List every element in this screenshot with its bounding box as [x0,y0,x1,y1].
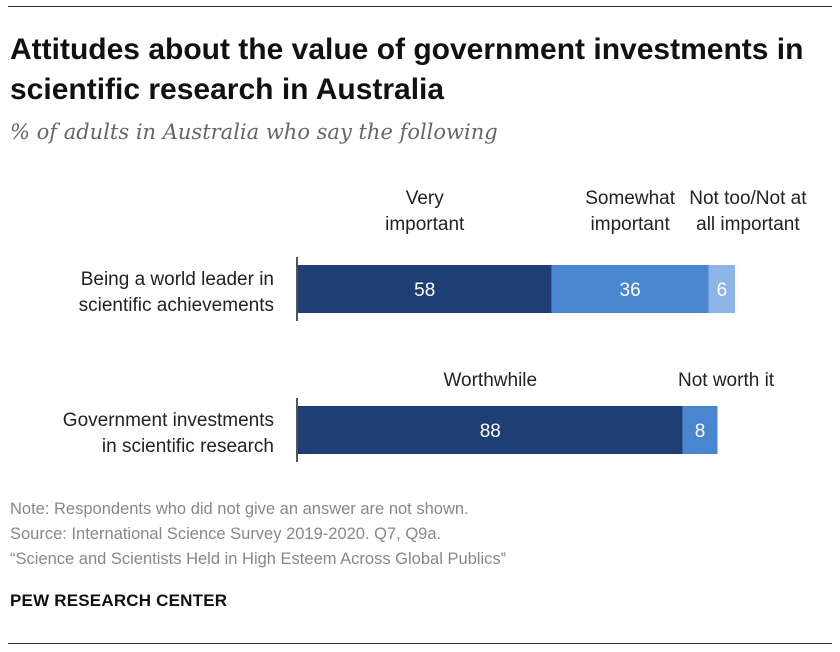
chart-title: Attitudes about the value of government … [10,33,804,106]
bar-segment [551,265,709,313]
source-text: Source: International Science Survey 201… [10,525,442,543]
bar-segment [298,265,552,313]
stacked-bar-chart: Being a world leader in scientific achiev… [63,188,807,462]
bar-value-label: 6 [717,280,728,301]
bar-value-label: 88 [480,421,501,442]
note-text: Note: Respondents who did not give an an… [10,500,469,518]
top-rule [8,6,832,7]
segment-header-label: Not too/Not at all important [689,188,807,235]
brand-logo-text: PEW RESEARCH CENTER [10,591,228,610]
bar-value-label: 36 [620,280,641,301]
bar-segment [298,406,683,454]
row-label: Government investments in scientific rese… [63,410,274,457]
segment-header-label: Very important [385,188,465,235]
chart-subtitle: % of adults in Australia who say the fol… [10,120,498,144]
bottom-rule [8,643,832,644]
bar-value-label: 8 [695,421,706,442]
report-title-text: “Science and Scientists Held in High Est… [10,550,507,568]
bar-segment [708,265,735,313]
segment-header-label: Not worth it [678,370,775,391]
notes: Note: Respondents who did not give an an… [10,497,506,572]
bar-segment [682,406,718,454]
segment-header-label: Somewhat important [585,188,675,235]
bar-value-label: 58 [414,280,435,301]
segment-header-label: Worthwhile [443,370,537,391]
row-label: Being a world leader in scientific achiev… [79,269,274,316]
